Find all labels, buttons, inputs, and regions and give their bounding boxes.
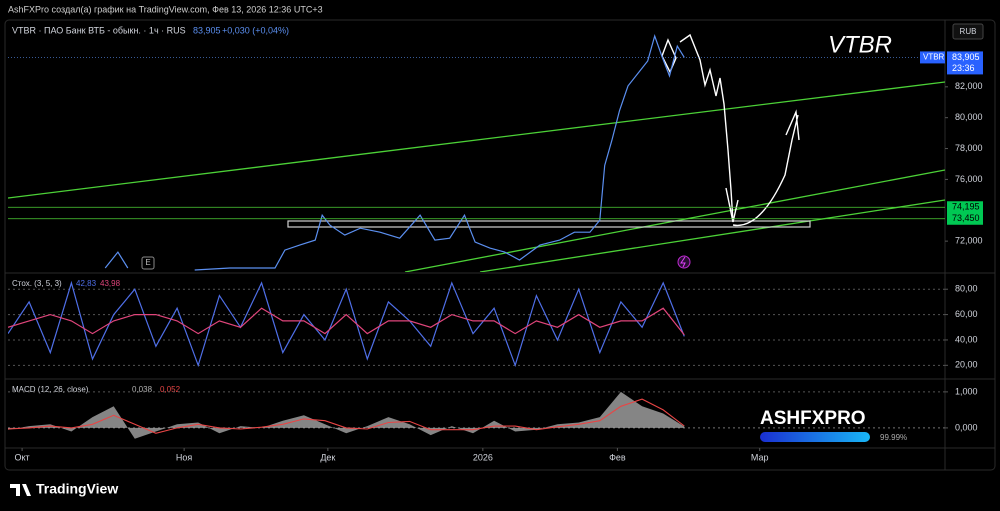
range-box	[287, 220, 811, 228]
y-tick-label: 82,000	[955, 81, 983, 91]
hand-arrow	[732, 109, 800, 227]
x-tick-label: Мар	[751, 452, 769, 462]
signal-line	[8, 398, 685, 434]
y-tick-label: 1,000	[955, 386, 978, 396]
series-line	[104, 34, 685, 271]
x-tick-label: Окт	[15, 452, 30, 462]
flash-icon[interactable]	[677, 255, 691, 269]
drawings	[8, 33, 945, 272]
last-price-tag	[947, 51, 983, 75]
currency-button[interactable]	[952, 23, 984, 40]
watermark-name: ASHFXPRO	[760, 408, 866, 429]
watermark-bar	[760, 432, 870, 442]
chart-frame	[4, 19, 996, 471]
price-change: +0,030 (+0,04%)	[222, 25, 289, 35]
trend-line	[479, 199, 945, 272]
countdown: 23:36	[952, 63, 975, 73]
macd-value: 0,038	[132, 385, 153, 394]
series-line	[8, 280, 685, 368]
x-tick-label: Ноя	[176, 452, 193, 462]
y-tick-label: 0,000	[955, 422, 978, 432]
currency-label[interactable]: RUB	[960, 27, 977, 36]
x-tick-label: Дек	[320, 452, 335, 462]
trend-line	[8, 81, 945, 199]
level-label: 73,450	[952, 213, 980, 223]
macd-title: MACD (12, 26, close)	[12, 385, 89, 394]
pane	[8, 391, 945, 439]
level-tag	[947, 212, 983, 225]
stoch-d-value: 43,98	[100, 279, 121, 288]
annotation: VTBR	[828, 31, 892, 58]
tv-logo	[10, 484, 31, 496]
y-tick-label: 76,000	[955, 174, 983, 184]
series-line	[8, 307, 685, 336]
stoch-k-value: 42,83	[76, 279, 97, 288]
signal-value: 0,052	[160, 385, 181, 394]
symbol-tag-label: VTBR	[923, 53, 945, 62]
footer-brand: TradingView	[36, 481, 118, 497]
watermark-progress: 99.99%	[880, 433, 907, 442]
level-tag	[947, 201, 983, 214]
event-marker[interactable]	[141, 256, 155, 270]
header-text: AshFXPro создал(а) график на TradingView…	[8, 4, 323, 14]
macd-area	[8, 391, 685, 439]
stoch-title: Стох. (3, 5, 3)	[12, 279, 62, 288]
y-tick-label: 80,00	[955, 284, 978, 294]
pane	[8, 280, 945, 368]
pane	[8, 34, 945, 271]
last-price: 83,905	[193, 25, 221, 35]
y-tick-label: 72,000	[955, 236, 983, 246]
y-tick-label: 20,00	[955, 360, 978, 370]
logo-mark	[10, 484, 31, 496]
last-price-tag-label: 83,905	[952, 52, 980, 62]
y-tick-label: 80,000	[955, 112, 983, 122]
flash-glyph	[680, 256, 686, 268]
level-label: 74,195	[952, 202, 980, 212]
y-tick-label: 40,00	[955, 334, 978, 344]
x-tick-label: Фев	[609, 452, 626, 462]
symbol-tag	[920, 51, 945, 64]
y-tick-label: 60,00	[955, 309, 978, 319]
event-label[interactable]: E	[145, 258, 150, 267]
x-tick-label: 2026	[473, 452, 493, 462]
symbol-title: VTBR · ПАО Банк ВТБ - обыкн. · 1ч · RUS	[12, 25, 186, 35]
y-tick-label: 78,000	[955, 143, 983, 153]
